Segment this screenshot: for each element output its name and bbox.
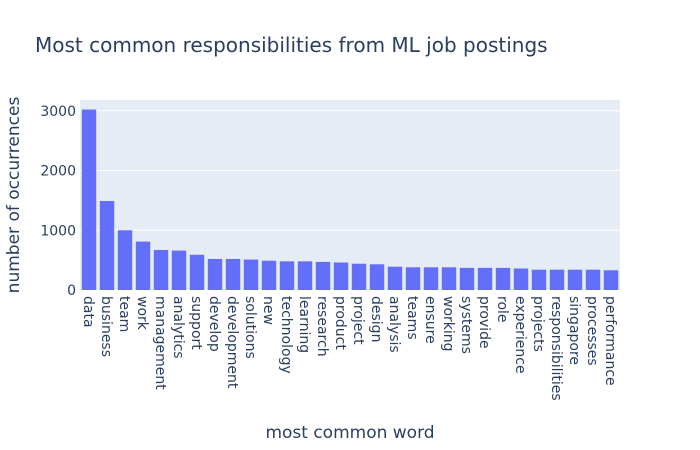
x-tick-label: role (494, 296, 510, 323)
x-tick-label: design (368, 296, 384, 342)
x-tick-label: solutions (242, 296, 258, 359)
x-tick-label: development (224, 296, 240, 389)
bar-design (369, 264, 385, 290)
x-tick-label: projects (530, 296, 546, 352)
x-tick-label: work (134, 296, 150, 331)
x-tick-label: team (116, 296, 132, 332)
x-tick-label: develop (206, 296, 222, 352)
x-tick-label: singapore (566, 296, 582, 365)
bar-ensure (423, 267, 439, 290)
x-tick-label: technology (278, 296, 294, 374)
bar-learning (297, 261, 313, 290)
y-tick-labels: 0 1000 2000 3000 (40, 104, 76, 299)
x-tick-label: analytics (170, 296, 186, 359)
bar-working (441, 267, 457, 290)
bar-processes (585, 269, 601, 290)
bar-technology (279, 261, 295, 290)
x-tick-label: performance (602, 296, 618, 386)
bar-business (99, 200, 115, 290)
x-tick-label: project (350, 296, 366, 345)
x-tick-label: learning (296, 296, 312, 353)
bar-product (333, 262, 349, 290)
bar-team (117, 230, 133, 290)
bar-singapore (567, 269, 583, 290)
x-tick-label: responsibilities (548, 296, 564, 401)
bar-develop (207, 258, 223, 290)
gridlines (80, 110, 620, 231)
bar-development (225, 258, 241, 290)
bar-research (315, 261, 331, 290)
x-tick-label: teams (404, 296, 420, 340)
bar-performance (603, 270, 619, 290)
bars (81, 109, 619, 290)
bar-teams (405, 267, 421, 290)
x-tick-label: product (332, 296, 348, 350)
x-tick-label: provide (476, 296, 492, 349)
bar-projects (531, 269, 547, 290)
bar-management (153, 249, 169, 290)
bar-analytics (171, 250, 187, 290)
bar-data (81, 109, 97, 290)
bar-systems (459, 267, 475, 290)
y-tick-label: 3000 (40, 104, 76, 120)
x-tick-labels: data business team work management analytics s… (80, 296, 618, 401)
bar-project (351, 263, 367, 290)
chart-title: Most common responsibilities from ML job… (35, 33, 548, 57)
y-tick-label: 0 (67, 283, 76, 299)
bar-role (495, 267, 511, 290)
x-tick-label: management (152, 296, 168, 390)
bar-work (135, 241, 151, 290)
x-tick-label: experience (512, 296, 528, 374)
x-tick-label: ensure (422, 296, 438, 344)
y-axis-title: number of occurrences (4, 97, 24, 294)
x-tick-label: systems (458, 296, 474, 354)
x-tick-label: data (80, 296, 96, 328)
x-tick-label: support (188, 296, 204, 350)
bar-solutions (243, 259, 259, 290)
bar-support (189, 254, 205, 290)
bar-experience (513, 268, 529, 290)
bar-new (261, 260, 277, 290)
bar-responsibilities (549, 269, 565, 290)
x-tick-label: research (314, 296, 330, 357)
bar-provide (477, 267, 493, 290)
y-tick-label: 2000 (40, 164, 76, 180)
x-axis-title: most common word (265, 423, 434, 443)
x-tick-label: processes (584, 296, 600, 366)
x-tick-label: new (260, 296, 276, 325)
y-tick-label: 1000 (40, 223, 76, 239)
bar-analysis (387, 266, 403, 290)
plot-area (80, 100, 620, 290)
x-tick-label: working (440, 296, 456, 352)
x-tick-label: analysis (386, 296, 402, 353)
x-tick-label: business (98, 296, 114, 357)
